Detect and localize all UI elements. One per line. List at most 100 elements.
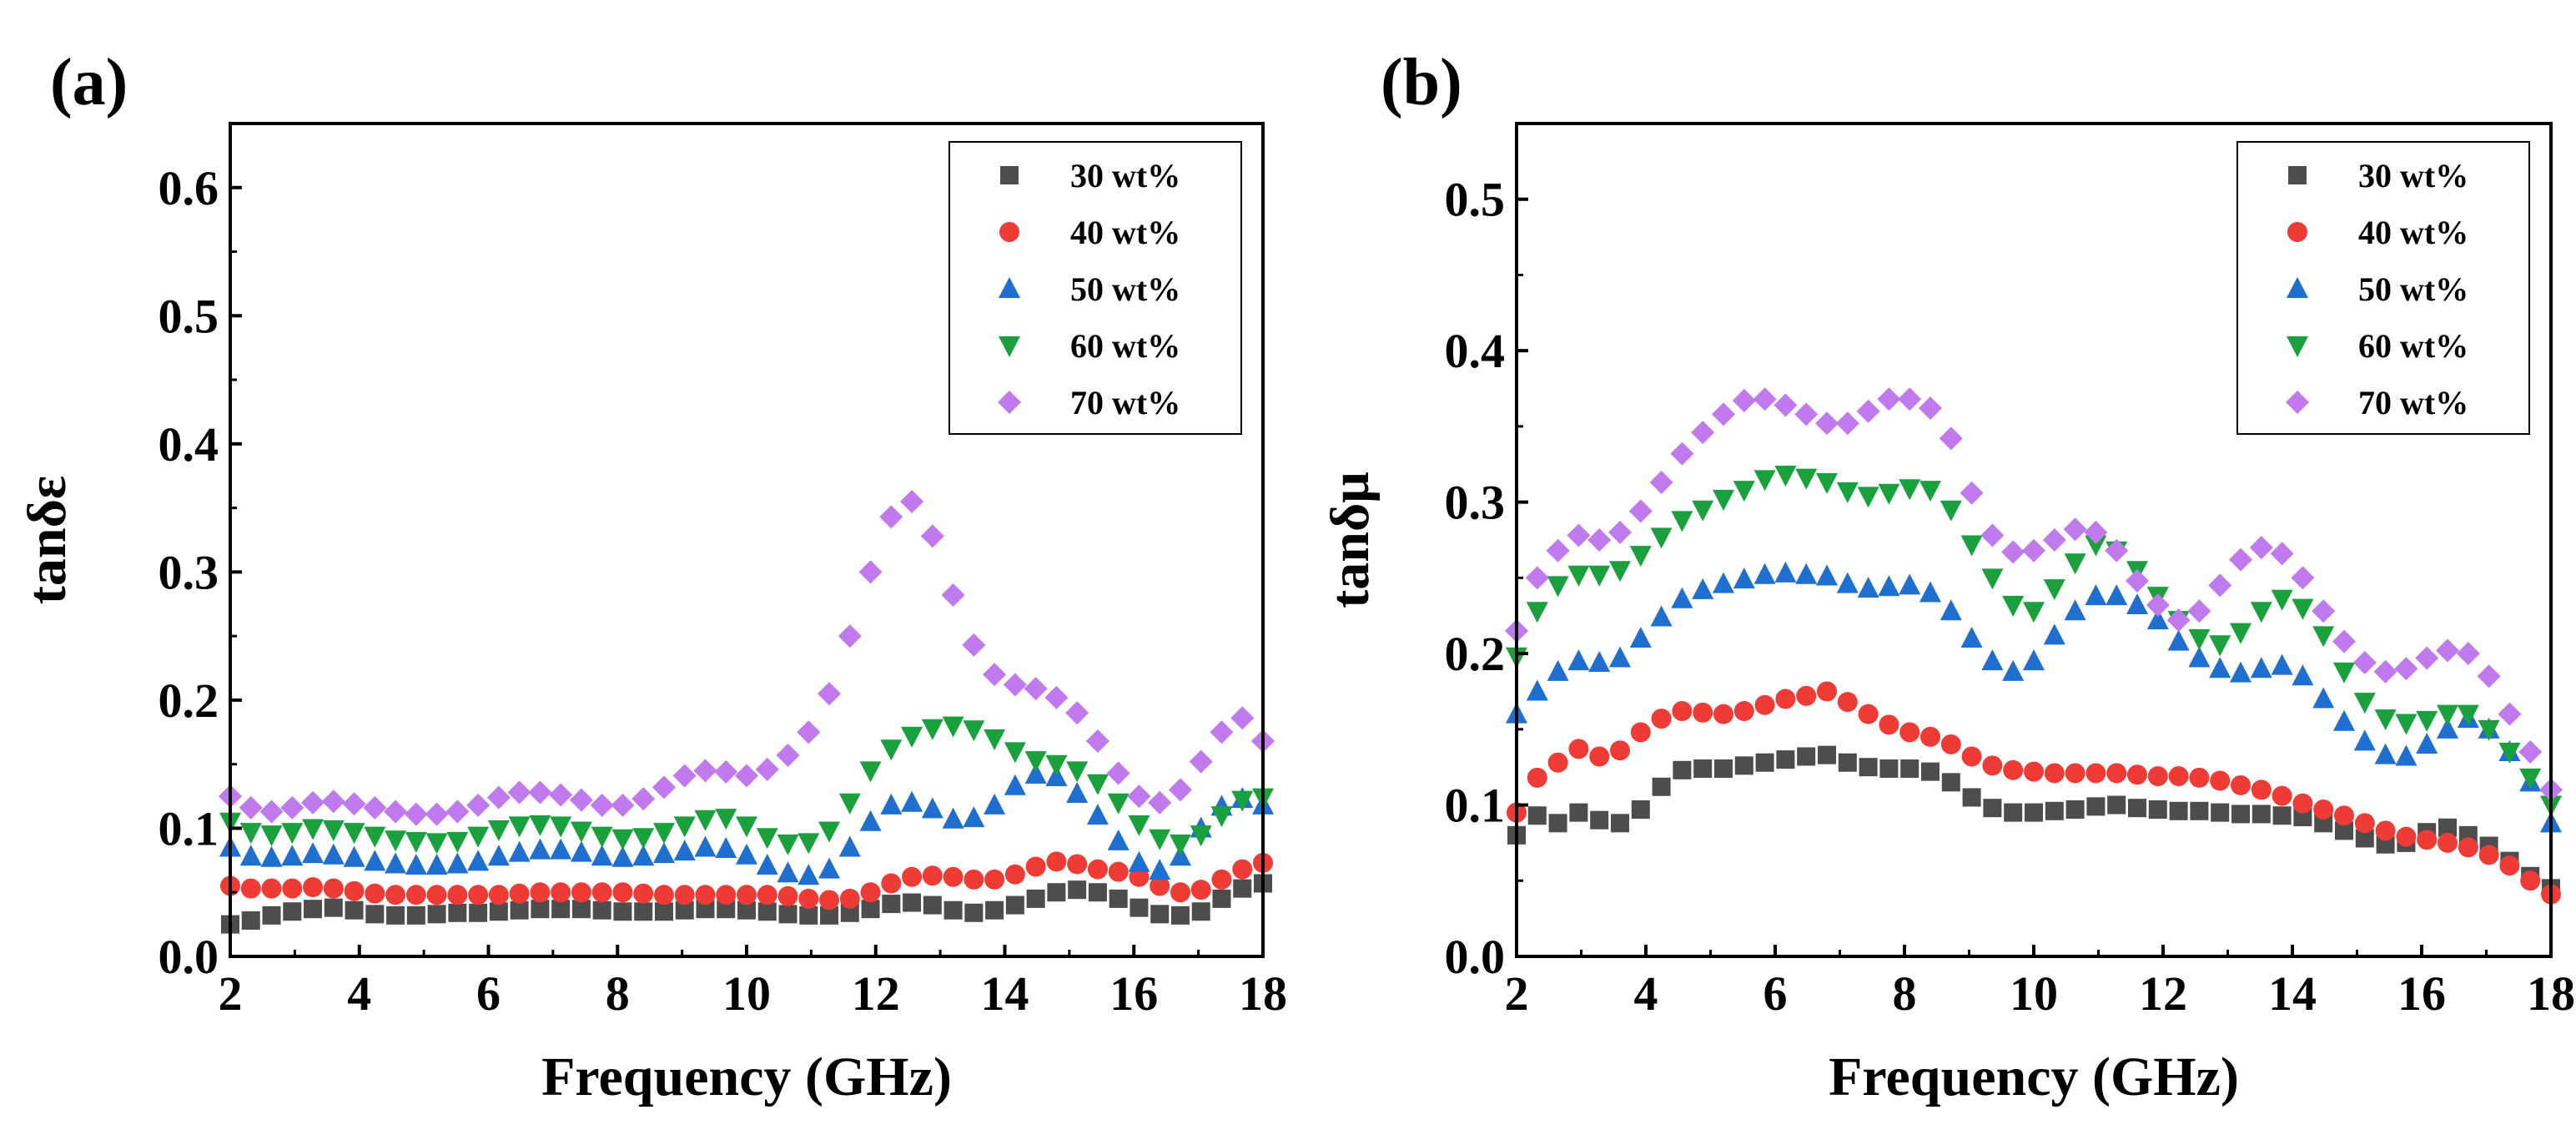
legend-marker: [1000, 166, 1019, 184]
data-point: [1939, 426, 1963, 451]
data-point: [942, 716, 964, 738]
data-point: [941, 583, 965, 608]
data-point: [2001, 540, 2025, 564]
data-point: [674, 885, 695, 905]
data-point: [737, 900, 756, 920]
data-point: [2107, 795, 2126, 815]
y-tick-label: 0.4: [158, 417, 219, 472]
y-axis-a: 0.0 0.1 0.2 0.3 0.4 0.5 0.6: [158, 122, 242, 984]
data-point: [1004, 864, 1025, 885]
data-point: [1753, 562, 1776, 584]
data-point: [2354, 813, 2375, 834]
data-point: [2353, 693, 2376, 714]
data-point: [839, 888, 860, 909]
data-point: [611, 829, 634, 850]
data-point: [1733, 567, 1755, 589]
data-point: [1859, 758, 1878, 777]
data-point: [2167, 629, 2190, 651]
data-point: [1233, 879, 1252, 898]
data-point: [365, 883, 385, 904]
data-point: [1982, 755, 2003, 776]
data-point: [902, 866, 923, 887]
data-point: [2065, 800, 2085, 819]
data-point: [735, 764, 758, 788]
data-point: [386, 905, 405, 925]
data-point: [466, 793, 491, 817]
data-point: [983, 663, 1007, 687]
data-markers-a: [219, 489, 1275, 934]
data-point: [715, 837, 737, 859]
data-point: [2415, 646, 2439, 670]
data-point: [302, 842, 325, 864]
data-point: [672, 764, 697, 788]
data-point: [858, 560, 883, 584]
data-point: [963, 806, 985, 828]
data-point: [446, 831, 469, 853]
data-point: [654, 902, 673, 921]
data-point: [2333, 662, 2355, 683]
data-point: [1210, 720, 1234, 744]
data-point: [2126, 593, 2148, 615]
data-point: [1066, 782, 1089, 804]
data-point: [1795, 468, 1818, 490]
data-point: [985, 900, 1004, 920]
data-point: [1130, 898, 1149, 917]
data-point: [1774, 393, 1798, 417]
data-point: [757, 902, 777, 921]
data-point: [1899, 573, 1921, 595]
data-point: [943, 900, 963, 920]
data-point: [2478, 845, 2499, 865]
data-point: [508, 840, 531, 862]
data-point: [1650, 527, 1673, 549]
data-point: [2085, 535, 2107, 557]
x-tick-label: 10: [722, 966, 771, 1021]
data-point: [922, 865, 943, 886]
data-point: [736, 843, 757, 865]
data-point: [838, 624, 862, 648]
data-point: [1025, 856, 1046, 877]
data-point: [1816, 564, 1838, 586]
x-tick-label: 14: [2268, 966, 2317, 1021]
data-point: [1232, 859, 1253, 880]
data-point: [1981, 568, 2004, 590]
data-point: [1919, 481, 1941, 502]
data-point: [1086, 774, 1109, 795]
data-point: [2373, 659, 2397, 683]
legend-label: 60 wt%: [2358, 327, 2468, 365]
data-point: [2272, 806, 2292, 825]
data-point: [488, 885, 509, 905]
data-point: [818, 857, 841, 879]
data-point: [529, 815, 551, 836]
data-point: [2520, 870, 2541, 891]
data-point: [673, 816, 696, 838]
data-point: [1525, 566, 1549, 590]
data-point: [1610, 740, 1630, 761]
x-tick-label: 18: [1239, 966, 1287, 1021]
data-point: [2395, 744, 2418, 766]
data-point: [921, 719, 943, 740]
data-point: [2230, 623, 2251, 644]
x-tick-label: 4: [1634, 966, 1658, 1021]
legend-b: 30 wt% 40 wt% 50 wt% 60 wt% 70 wt%: [2236, 141, 2530, 435]
data-point: [2457, 704, 2479, 726]
data-point: [1755, 753, 1774, 772]
data-point: [1712, 402, 1735, 426]
data-point: [1547, 576, 1569, 598]
data-point: [2312, 599, 2336, 623]
data-point: [1045, 754, 1068, 776]
data-point: [343, 845, 365, 867]
data-point: [1546, 538, 1570, 562]
data-point: [1631, 800, 1650, 819]
data-point: [1149, 859, 1171, 880]
data-point: [2292, 793, 2313, 814]
data-point: [1671, 587, 1693, 608]
data-point: [425, 802, 449, 826]
x-tick-label: 2: [1505, 966, 1529, 1021]
data-point: [840, 903, 859, 922]
data-point: [2105, 538, 2129, 562]
data-point: [2519, 768, 2542, 789]
data-point: [1693, 759, 1713, 778]
data-point: [1672, 701, 1693, 722]
data-point: [2106, 763, 2127, 784]
data-point: [1024, 762, 1047, 784]
